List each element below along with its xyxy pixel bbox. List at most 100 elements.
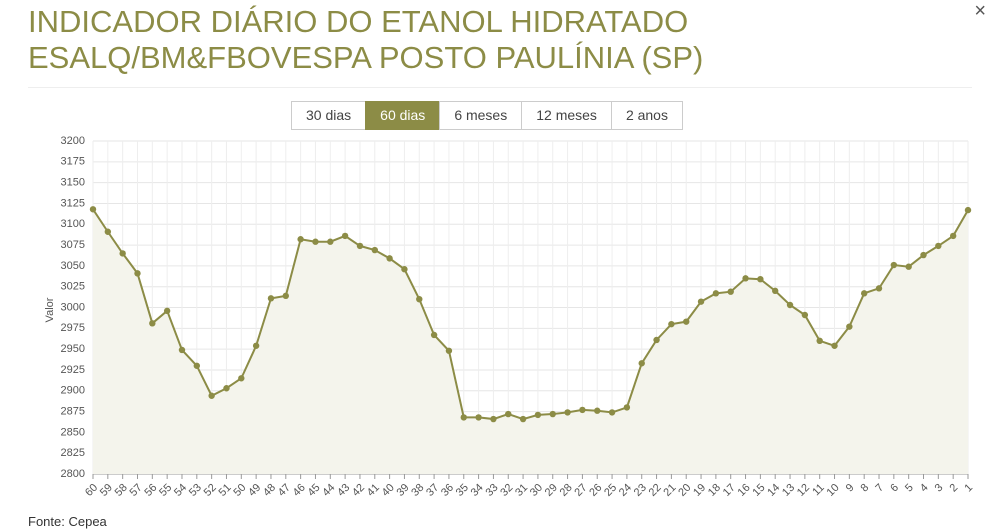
point	[801, 311, 809, 319]
point	[727, 288, 734, 295]
point	[267, 295, 275, 302]
y-axis-label: Valor	[44, 297, 56, 322]
point	[386, 255, 393, 262]
point	[786, 301, 794, 309]
title: INDICADOR DIÁRIO DO ETANOL HIDRATADO ESA…	[28, 4, 703, 76]
range-button[interactable]: 60 dias	[365, 101, 441, 130]
point	[401, 266, 408, 273]
range-button[interactable]: 2 anos	[610, 101, 683, 130]
y-tick-label: 3000	[61, 301, 85, 313]
x-tick-label: 2	[948, 482, 961, 495]
x-tick-label: 4	[918, 482, 931, 495]
point	[519, 415, 527, 423]
area	[93, 209, 968, 474]
point	[534, 411, 542, 419]
point	[208, 392, 215, 399]
range-button[interactable]: 6 meses	[439, 101, 523, 130]
x-tick-label: 9	[844, 482, 857, 495]
point	[668, 320, 675, 328]
point	[460, 414, 467, 421]
y-tick-label: 3175	[61, 156, 85, 168]
range-button[interactable]: 12 meses	[521, 101, 612, 130]
chart: Valor 2800282528502875290029252950297530…	[44, 135, 975, 499]
y-tick-label: 3025	[61, 281, 85, 293]
point	[653, 336, 660, 344]
point	[297, 236, 304, 243]
point	[712, 290, 720, 297]
point	[905, 263, 912, 270]
point	[875, 285, 883, 292]
point	[149, 320, 156, 327]
y-tick-label: 3100	[61, 218, 85, 230]
title-line: ESALQ/BM&FBOVESPA POSTO PAULÍNIA (SP)	[28, 40, 704, 75]
point	[193, 362, 201, 369]
x-tick-label: 5	[903, 482, 916, 495]
point	[831, 342, 838, 349]
y-tick-label: 3125	[61, 197, 85, 209]
y-tick-label: 3200	[61, 135, 85, 147]
point	[920, 251, 927, 259]
point	[772, 287, 779, 295]
point	[475, 414, 482, 421]
point	[949, 232, 957, 240]
point	[327, 238, 334, 245]
point	[638, 360, 645, 367]
x-tick-label: 6	[888, 482, 901, 495]
title-line: INDICADOR DIÁRIO DO ETANOL HIDRATADO	[28, 4, 689, 39]
point	[104, 228, 112, 235]
point	[564, 409, 571, 416]
point	[623, 404, 631, 411]
point	[119, 250, 126, 257]
range-buttons: 30 dias 60 dias 6 meses 12 meses 2 anos	[291, 101, 683, 130]
point	[890, 261, 898, 269]
point	[134, 270, 141, 277]
point	[312, 238, 319, 245]
point	[964, 206, 972, 214]
point	[282, 292, 289, 300]
point	[846, 323, 853, 330]
x-tick-label: 10	[825, 482, 842, 499]
y-tick-label: 3050	[61, 260, 85, 272]
y-tick-label: 2875	[61, 405, 85, 417]
point	[178, 346, 186, 354]
point	[223, 385, 230, 392]
point	[356, 242, 364, 250]
y-tick-label: 3075	[61, 239, 85, 251]
x-tick-label: 8	[859, 482, 872, 495]
y-tick-label: 2900	[61, 385, 85, 397]
point	[490, 415, 497, 423]
point	[430, 331, 438, 339]
point	[594, 407, 601, 414]
close-button[interactable]: ×	[974, 0, 986, 22]
point	[163, 307, 171, 315]
point	[238, 375, 245, 382]
point	[860, 290, 868, 297]
point	[935, 242, 942, 250]
source: Fonte: Cepea	[28, 514, 107, 529]
point	[697, 298, 705, 305]
y-tick-label: 2850	[61, 426, 85, 438]
point	[252, 342, 260, 349]
point	[445, 347, 453, 354]
point	[89, 206, 97, 213]
y-tick-label: 2800	[61, 468, 85, 480]
point	[579, 406, 586, 414]
point	[371, 246, 378, 254]
point	[683, 318, 690, 325]
point	[505, 410, 512, 418]
point	[816, 337, 823, 344]
point	[549, 410, 556, 418]
point	[757, 275, 764, 283]
x-tick-label: 7	[873, 482, 886, 495]
y-tick-label: 2925	[61, 364, 85, 376]
y-tick-label: 3150	[61, 177, 85, 189]
y-tick-label: 2975	[61, 322, 85, 334]
x-tick-label: 1	[962, 482, 975, 495]
point	[341, 232, 349, 240]
point	[608, 409, 616, 416]
point	[416, 295, 423, 303]
separator	[28, 87, 972, 88]
x-tick-label: 3	[933, 482, 946, 495]
point	[742, 275, 749, 282]
